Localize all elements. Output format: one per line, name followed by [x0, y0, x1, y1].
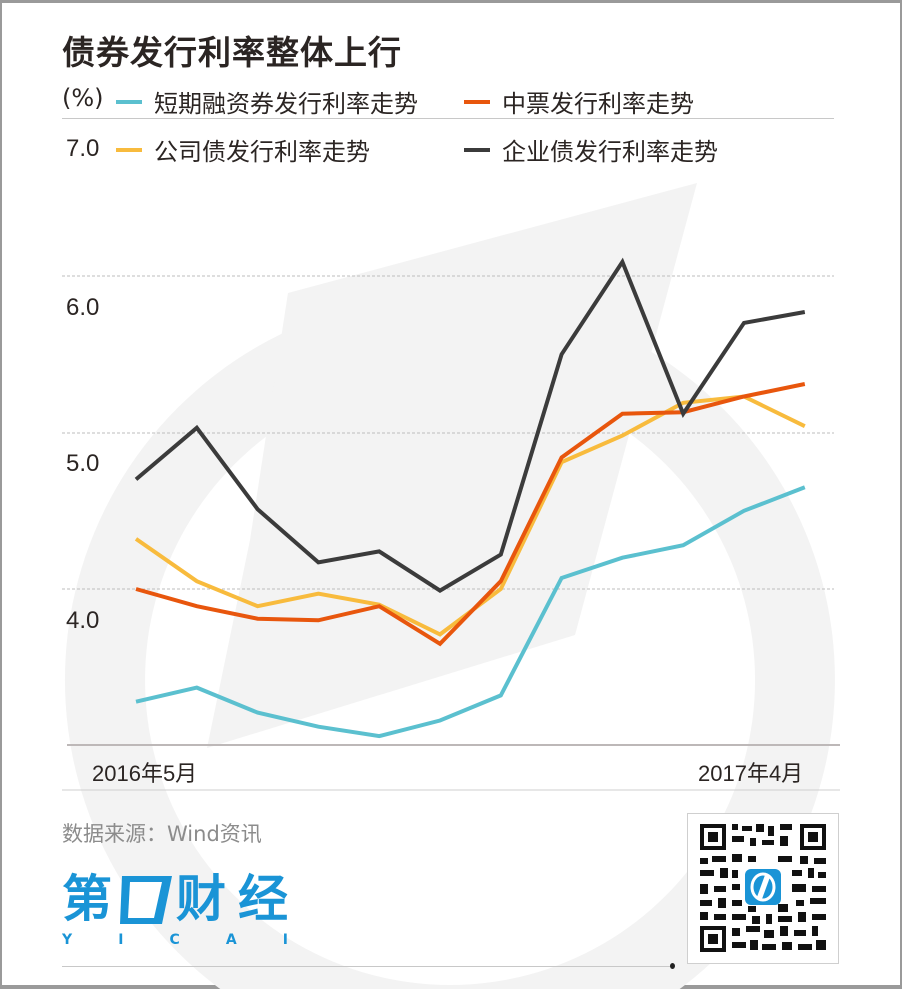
- gridlines: [62, 275, 834, 590]
- legend-item-mtn: 中票发行利率走势: [464, 84, 694, 119]
- series-line: [135, 382, 806, 647]
- logo-english: Y I C A I: [62, 932, 288, 946]
- legend-label: 中票发行利率走势: [502, 90, 694, 118]
- legend-item-enterprise-bond: 企业债发行利率走势: [464, 132, 718, 167]
- legend-label: 短期融资券发行利率走势: [154, 90, 418, 118]
- data-source: 数据来源：Wind资讯: [62, 822, 262, 846]
- y-tick-4: 4.0: [66, 607, 99, 634]
- svg-text:第: 第: [62, 870, 112, 928]
- y-unit-label: (%): [62, 84, 104, 112]
- y-tick-6: 6.0: [66, 294, 99, 321]
- yicai-logo: 第 财经 Y I C A I: [62, 870, 288, 946]
- legend-label: 公司债发行利率走势: [154, 138, 370, 166]
- watermark-logo: [64, 183, 835, 989]
- legend-row-1: (%) 短期融资券发行利率走势 中票发行利率走势: [62, 84, 694, 118]
- chart-title: 债券发行利率整体上行: [62, 33, 402, 72]
- series-lines: [134, 257, 806, 739]
- legend-swatch-orange-icon: [464, 99, 490, 104]
- footer-rule: [62, 966, 674, 967]
- legend-divider: [62, 118, 834, 119]
- svg-text:财经: 财经: [176, 870, 288, 928]
- y-tick-7: 7.0: [66, 135, 99, 162]
- legend-item-short-term: 短期融资券发行利率走势: [116, 84, 418, 119]
- legend-swatch-yellow-icon: [116, 147, 142, 152]
- legend-row-2: 公司债发行利率走势 企业债发行利率走势: [62, 132, 718, 166]
- legend-swatch-black-icon: [464, 147, 490, 152]
- y-tick-5: 5.0: [66, 450, 99, 477]
- series-line: [135, 485, 806, 739]
- qr-code-icon: [700, 824, 826, 952]
- qr-code: [687, 813, 839, 964]
- legend-label: 企业债发行利率走势: [502, 138, 718, 166]
- legend-swatch-cyan-icon: [116, 99, 142, 104]
- x-axis-end-label: 2017年4月: [698, 761, 804, 786]
- x-axis-start-label: 2016年5月: [92, 761, 198, 786]
- series-line: [134, 257, 806, 593]
- legend-item-company-bond: 公司债发行利率走势: [116, 132, 370, 167]
- footer-dot: [670, 963, 675, 969]
